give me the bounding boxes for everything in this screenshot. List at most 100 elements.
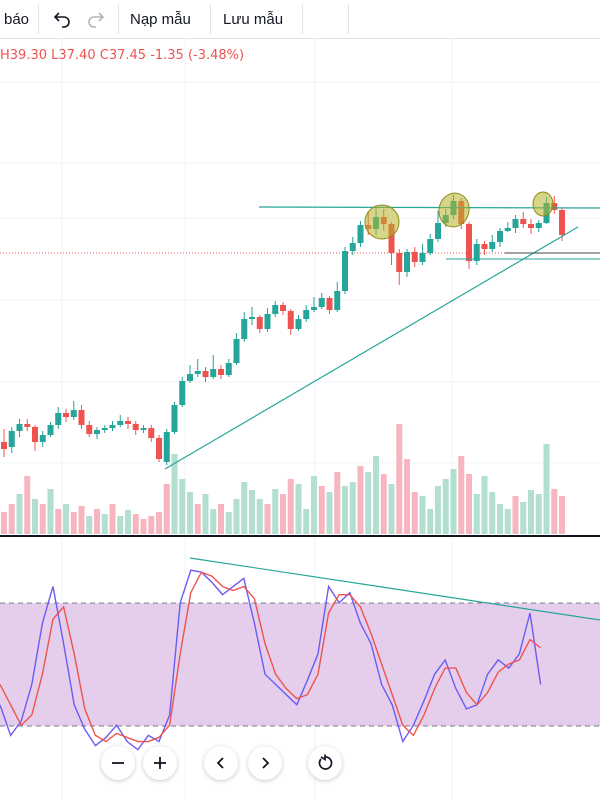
candle	[357, 221, 364, 247]
candle	[194, 359, 201, 377]
zoom-in-button[interactable]	[143, 746, 177, 780]
redo-icon	[88, 12, 105, 28]
volume-bar	[380, 474, 387, 534]
minus-icon	[112, 762, 124, 764]
volume-bar	[396, 424, 403, 534]
undo-button[interactable]	[50, 0, 74, 38]
load-template-button[interactable]: Nạp mẫu	[130, 0, 191, 38]
toolbar-divider	[38, 4, 39, 34]
volume-bar	[194, 504, 201, 534]
candle-body	[233, 339, 240, 363]
candle	[272, 301, 279, 317]
candle-body	[140, 428, 147, 430]
alerts-button[interactable]: báo	[4, 0, 29, 38]
candle	[16, 419, 23, 437]
volume-bar	[117, 516, 124, 534]
drawing-tools	[164, 190, 600, 470]
legend-change: -1.35 (-3.48%)	[150, 48, 245, 63]
redo-button[interactable]	[84, 0, 108, 38]
volume-bar	[435, 486, 441, 534]
volume-bar	[528, 490, 534, 534]
candle	[481, 241, 488, 255]
zoom-out-button[interactable]	[101, 746, 135, 780]
stoch-trendline[interactable]	[189, 557, 600, 621]
volume-bar	[427, 509, 434, 534]
candle	[411, 247, 418, 267]
volume-bar	[404, 459, 410, 534]
candle	[504, 222, 511, 232]
volume-bar	[24, 476, 31, 534]
candle-body	[528, 224, 534, 228]
scroll-right-button[interactable]	[248, 746, 282, 780]
alerts-label: báo	[4, 10, 30, 28]
candle	[435, 211, 441, 242]
candle-body	[404, 252, 410, 272]
candle-body	[427, 239, 434, 253]
volume-bar	[63, 504, 69, 534]
candle-body	[303, 310, 310, 319]
candle	[466, 222, 472, 269]
candle-body	[388, 224, 395, 253]
candle-body	[156, 438, 162, 459]
candle	[264, 308, 271, 332]
volume-bar	[551, 489, 558, 534]
candle	[551, 196, 558, 214]
volume-bar	[55, 509, 62, 534]
candle	[249, 307, 255, 325]
candle-body	[117, 421, 124, 425]
candle	[535, 220, 542, 232]
save-template-button[interactable]: Lưu mẫu	[223, 0, 283, 38]
candle-body	[63, 413, 69, 417]
volume-bar	[264, 504, 271, 534]
candle-body	[202, 371, 209, 377]
candle	[202, 367, 209, 382]
volume-bar	[388, 484, 395, 534]
candle-body	[86, 425, 93, 434]
volume-bar	[334, 472, 341, 534]
candle-body	[225, 363, 232, 375]
candle	[63, 409, 69, 422]
volume-bar	[373, 456, 379, 534]
highlight-circle[interactable]	[532, 191, 554, 217]
candle-body	[295, 319, 302, 329]
reset-chart-button[interactable]	[308, 746, 342, 780]
volume-bar	[256, 499, 263, 534]
candle-body	[187, 374, 193, 381]
candle-body	[489, 242, 496, 249]
candle	[1, 429, 7, 457]
candle-body	[551, 203, 558, 210]
scroll-left-button[interactable]	[204, 746, 238, 780]
save-template-label: Lưu mẫu	[223, 10, 284, 28]
price-chart[interactable]	[0, 38, 600, 800]
undo-icon	[53, 12, 70, 28]
candle-body	[171, 405, 178, 432]
candle	[489, 235, 496, 252]
candle	[171, 402, 178, 434]
candle-body	[342, 251, 348, 291]
volume-bar	[512, 496, 519, 534]
candle-body	[132, 424, 139, 430]
candle	[318, 293, 325, 309]
volume-bar	[101, 514, 108, 534]
candle	[241, 312, 248, 342]
volume-bar	[504, 509, 511, 534]
support-trendline[interactable]	[164, 226, 579, 470]
candle-body	[512, 219, 519, 228]
candle	[404, 249, 410, 277]
highlight-circle[interactable]	[364, 204, 400, 240]
volume-bar	[32, 499, 38, 534]
volume-bar	[411, 492, 418, 534]
toolbar-divider	[302, 4, 303, 34]
candle	[559, 208, 565, 241]
volume-bar	[132, 514, 139, 534]
volume-bar	[94, 509, 100, 534]
candle-body	[287, 311, 294, 329]
volume-bar	[318, 486, 325, 534]
volume-bar	[473, 494, 480, 534]
candle	[163, 429, 170, 465]
volume-bar	[78, 506, 85, 534]
volume-bar	[86, 516, 93, 534]
candle-body	[163, 432, 170, 462]
highlight-circle[interactable]	[435, 190, 473, 231]
load-template-label: Nạp mẫu	[130, 10, 191, 28]
